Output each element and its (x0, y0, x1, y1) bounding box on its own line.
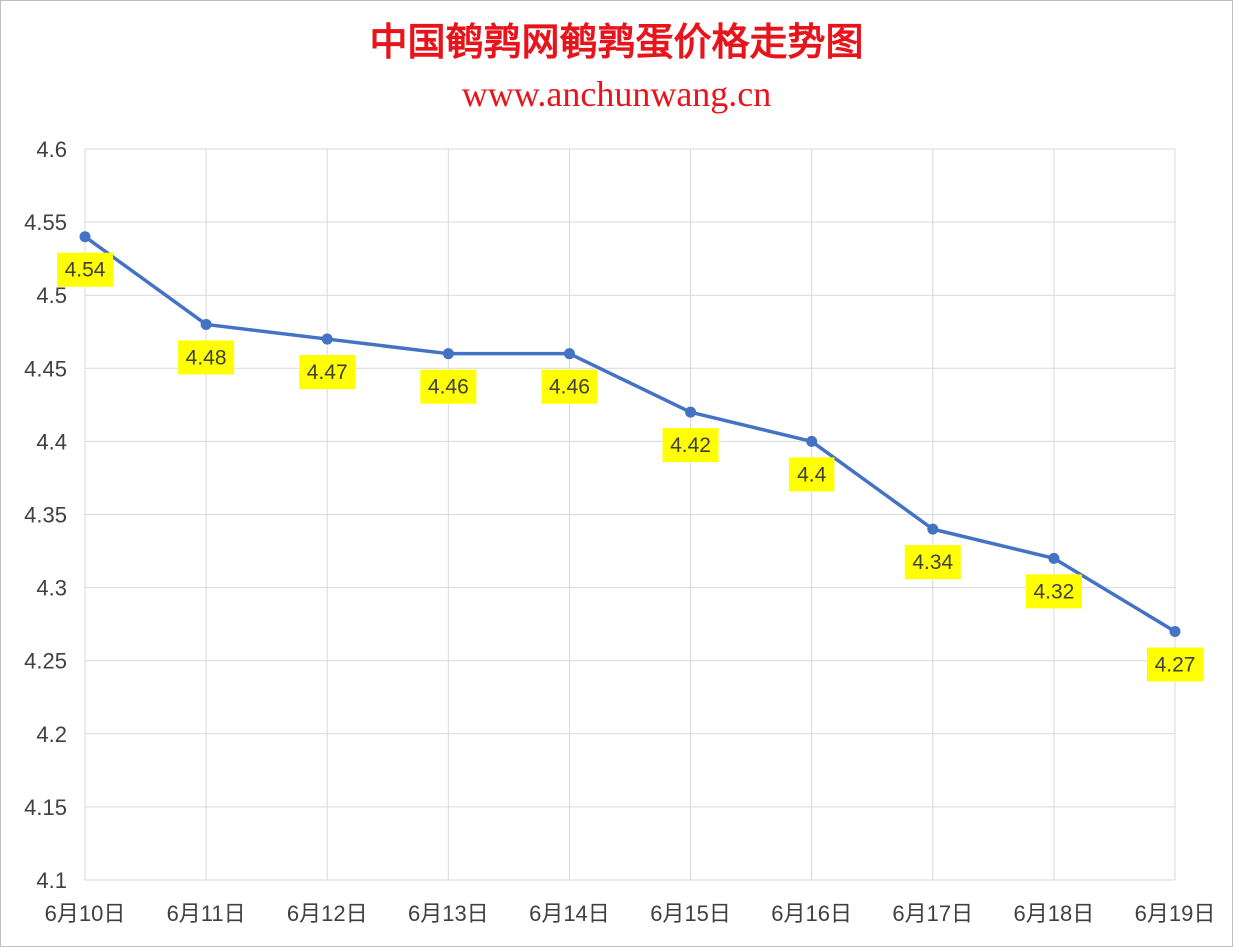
y-tick-label: 4.15 (24, 795, 67, 820)
data-label-bg (904, 545, 961, 580)
x-tick-label: 6月11日 (167, 901, 246, 926)
data-label: 4.46 (541, 369, 598, 404)
y-tick-label: 4.5 (36, 283, 67, 308)
x-tick-label: 6月19日 (1135, 901, 1216, 926)
data-point (1048, 552, 1060, 564)
data-label: 4.42 (662, 428, 719, 463)
chart-title: 中国鹌鹑网鹌鹑蛋价格走势图 (369, 19, 864, 64)
x-tick-label: 6月13日 (408, 901, 489, 926)
data-label-text: 4.32 (1033, 580, 1074, 603)
data-label-bg (420, 369, 477, 404)
data-label: 4.46 (420, 369, 477, 404)
data-label-bg (178, 340, 235, 375)
data-label-text: 4.46 (428, 376, 469, 399)
data-label-bg (788, 457, 835, 492)
data-label-text: 4.4 (797, 463, 827, 486)
data-label: 4.34 (904, 545, 961, 580)
y-tick-label: 4.45 (24, 356, 67, 381)
data-label-text: 4.34 (912, 551, 953, 574)
data-point (79, 231, 91, 243)
data-point (200, 318, 212, 330)
x-tick-label: 6月14日 (529, 901, 610, 926)
x-tick-label: 6月10日 (45, 901, 126, 926)
data-point (1169, 625, 1181, 637)
data-label: 4.54 (57, 252, 113, 287)
gridlines (84, 148, 1176, 881)
data-label-bg (299, 355, 356, 390)
chart-subtitle: www.anchunwang.cn (461, 74, 772, 114)
data-point (806, 435, 818, 447)
data-label-text: 4.48 (186, 346, 227, 369)
x-tick-label: 6月18日 (1014, 901, 1095, 926)
y-axis-ticks: 4.1 4.15 4.2 4.25 4.3 4.35 4.4 4.45 4.5 4.55 4.6 (24, 137, 67, 893)
data-labels: 4.54 4.48 4.47 4.46 4.46 4.42 4.4 4.34 4.32 4.27 (57, 252, 1203, 682)
data-label-bg (1025, 574, 1082, 609)
data-label-text: 4.46 (549, 376, 590, 399)
x-axis-ticks: 6月10日 6月11日 6月12日 6月13日 6月14日 6月15日 6月16日 6月17日… (45, 901, 1216, 926)
x-tick-label: 6月15日 (650, 901, 731, 926)
y-tick-label: 4.25 (24, 649, 67, 674)
data-label: 4.47 (299, 355, 356, 390)
data-label-bg (662, 428, 719, 463)
series-line-group (79, 231, 1181, 637)
data-point (685, 406, 697, 418)
data-point (563, 348, 575, 360)
y-tick-label: 4.4 (36, 429, 67, 454)
data-label: 4.48 (178, 340, 235, 375)
x-tick-label: 6月17日 (892, 901, 973, 926)
x-tick-label: 6月16日 (771, 901, 852, 926)
y-tick-label: 4.55 (24, 210, 67, 235)
series-line (83, 235, 1176, 633)
data-label-text: 4.27 (1155, 653, 1196, 676)
data-point (442, 348, 454, 360)
data-label-text: 4.47 (307, 361, 348, 384)
data-label-text: 4.42 (670, 434, 711, 457)
data-point (927, 523, 939, 535)
y-tick-label: 4.35 (24, 503, 67, 528)
data-point (321, 333, 333, 345)
y-tick-label: 4.2 (36, 722, 67, 747)
data-label: 4.32 (1025, 574, 1082, 609)
y-tick-label: 4.6 (36, 137, 67, 162)
data-label: 4.27 (1147, 647, 1203, 682)
data-label-text: 4.54 (65, 259, 106, 282)
data-label-bg (1147, 647, 1203, 682)
data-label: 4.4 (788, 457, 835, 492)
y-tick-label: 4.1 (36, 868, 67, 893)
y-tick-label: 4.3 (36, 576, 67, 601)
x-tick-label: 6月12日 (287, 901, 368, 926)
data-label-bg (541, 369, 598, 404)
data-label-bg (57, 252, 113, 287)
